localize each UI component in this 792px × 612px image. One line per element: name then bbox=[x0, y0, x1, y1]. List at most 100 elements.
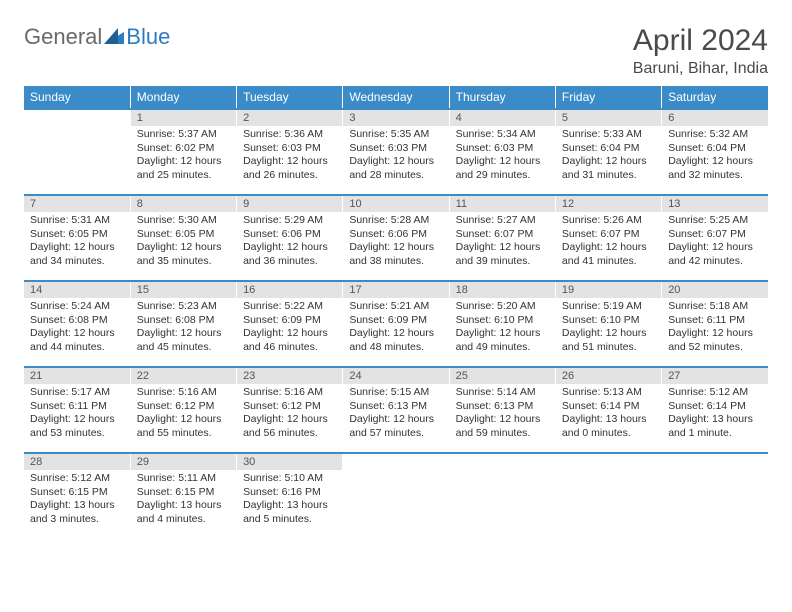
day-number: 5 bbox=[556, 110, 661, 126]
day-sr: Sunrise: 5:20 AM bbox=[456, 300, 549, 314]
day-content: Sunrise: 5:12 AMSunset: 6:14 PMDaylight:… bbox=[662, 384, 768, 445]
day-d2: and 51 minutes. bbox=[562, 341, 655, 355]
day-content: Sunrise: 5:21 AMSunset: 6:09 PMDaylight:… bbox=[343, 298, 448, 359]
day-content: Sunrise: 5:34 AMSunset: 6:03 PMDaylight:… bbox=[450, 126, 555, 187]
calendar-week-row: 21Sunrise: 5:17 AMSunset: 6:11 PMDayligh… bbox=[24, 367, 768, 453]
calendar-week-row: 14Sunrise: 5:24 AMSunset: 6:08 PMDayligh… bbox=[24, 281, 768, 367]
calendar-cell: 19Sunrise: 5:19 AMSunset: 6:10 PMDayligh… bbox=[555, 281, 661, 367]
day-d2: and 44 minutes. bbox=[30, 341, 124, 355]
day-d1: Daylight: 12 hours bbox=[243, 241, 336, 255]
logo-mark-icon bbox=[104, 24, 124, 50]
calendar-cell: 6Sunrise: 5:32 AMSunset: 6:04 PMDaylight… bbox=[662, 109, 768, 195]
day-ss: Sunset: 6:15 PM bbox=[30, 486, 124, 500]
logo-text-general: General bbox=[24, 24, 102, 50]
calendar-cell: 5Sunrise: 5:33 AMSunset: 6:04 PMDaylight… bbox=[555, 109, 661, 195]
calendar-cell: 18Sunrise: 5:20 AMSunset: 6:10 PMDayligh… bbox=[449, 281, 555, 367]
day-ss: Sunset: 6:12 PM bbox=[137, 400, 230, 414]
day-d1: Daylight: 12 hours bbox=[562, 327, 655, 341]
day-d2: and 38 minutes. bbox=[349, 255, 442, 269]
day-d2: and 41 minutes. bbox=[562, 255, 655, 269]
day-sr: Sunrise: 5:29 AM bbox=[243, 214, 336, 228]
calendar-week-row: 7Sunrise: 5:31 AMSunset: 6:05 PMDaylight… bbox=[24, 195, 768, 281]
day-ss: Sunset: 6:03 PM bbox=[456, 142, 549, 156]
calendar-cell: 10Sunrise: 5:28 AMSunset: 6:06 PMDayligh… bbox=[343, 195, 449, 281]
day-number: 4 bbox=[450, 110, 555, 126]
day-content: Sunrise: 5:22 AMSunset: 6:09 PMDaylight:… bbox=[237, 298, 342, 359]
day-d1: Daylight: 12 hours bbox=[456, 413, 549, 427]
day-content: Sunrise: 5:18 AMSunset: 6:11 PMDaylight:… bbox=[662, 298, 768, 359]
day-d1: Daylight: 13 hours bbox=[562, 413, 655, 427]
calendar-cell: 30Sunrise: 5:10 AMSunset: 6:16 PMDayligh… bbox=[237, 453, 343, 539]
day-ss: Sunset: 6:09 PM bbox=[349, 314, 442, 328]
day-number: 7 bbox=[24, 196, 130, 212]
day-d1: Daylight: 12 hours bbox=[349, 241, 442, 255]
calendar-cell: 26Sunrise: 5:13 AMSunset: 6:14 PMDayligh… bbox=[555, 367, 661, 453]
calendar-cell: 11Sunrise: 5:27 AMSunset: 6:07 PMDayligh… bbox=[449, 195, 555, 281]
day-d2: and 4 minutes. bbox=[137, 513, 230, 527]
day-number: 9 bbox=[237, 196, 342, 212]
day-d2: and 42 minutes. bbox=[668, 255, 762, 269]
day-sr: Sunrise: 5:23 AM bbox=[137, 300, 230, 314]
calendar-cell bbox=[24, 109, 130, 195]
day-d2: and 45 minutes. bbox=[137, 341, 230, 355]
logo: General Blue bbox=[24, 24, 170, 50]
day-d2: and 36 minutes. bbox=[243, 255, 336, 269]
day-sr: Sunrise: 5:30 AM bbox=[137, 214, 230, 228]
day-d2: and 1 minute. bbox=[668, 427, 762, 441]
calendar-cell: 1Sunrise: 5:37 AMSunset: 6:02 PMDaylight… bbox=[130, 109, 236, 195]
day-number: 13 bbox=[662, 196, 768, 212]
calendar-cell: 14Sunrise: 5:24 AMSunset: 6:08 PMDayligh… bbox=[24, 281, 130, 367]
weekday-wednesday: Wednesday bbox=[343, 86, 449, 109]
title-block: April 2024 Baruni, Bihar, India bbox=[633, 24, 768, 78]
calendar-cell: 22Sunrise: 5:16 AMSunset: 6:12 PMDayligh… bbox=[130, 367, 236, 453]
day-d1: Daylight: 12 hours bbox=[668, 327, 762, 341]
day-d2: and 46 minutes. bbox=[243, 341, 336, 355]
day-number: 19 bbox=[556, 282, 661, 298]
day-sr: Sunrise: 5:14 AM bbox=[456, 386, 549, 400]
day-ss: Sunset: 6:06 PM bbox=[349, 228, 442, 242]
day-ss: Sunset: 6:07 PM bbox=[668, 228, 762, 242]
day-ss: Sunset: 6:15 PM bbox=[137, 486, 230, 500]
day-d1: Daylight: 12 hours bbox=[30, 241, 124, 255]
calendar-cell bbox=[449, 453, 555, 539]
day-content: Sunrise: 5:19 AMSunset: 6:10 PMDaylight:… bbox=[556, 298, 661, 359]
day-sr: Sunrise: 5:15 AM bbox=[349, 386, 442, 400]
weekday-friday: Friday bbox=[555, 86, 661, 109]
day-content: Sunrise: 5:10 AMSunset: 6:16 PMDaylight:… bbox=[237, 470, 342, 531]
day-number: 30 bbox=[237, 454, 342, 470]
day-d2: and 0 minutes. bbox=[562, 427, 655, 441]
day-d1: Daylight: 12 hours bbox=[456, 241, 549, 255]
day-ss: Sunset: 6:11 PM bbox=[668, 314, 762, 328]
day-ss: Sunset: 6:08 PM bbox=[30, 314, 124, 328]
day-number: 24 bbox=[343, 368, 448, 384]
calendar-cell: 20Sunrise: 5:18 AMSunset: 6:11 PMDayligh… bbox=[662, 281, 768, 367]
day-number: 20 bbox=[662, 282, 768, 298]
day-content: Sunrise: 5:33 AMSunset: 6:04 PMDaylight:… bbox=[556, 126, 661, 187]
day-d2: and 28 minutes. bbox=[349, 169, 442, 183]
day-d1: Daylight: 12 hours bbox=[456, 327, 549, 341]
day-sr: Sunrise: 5:13 AM bbox=[562, 386, 655, 400]
day-content: Sunrise: 5:17 AMSunset: 6:11 PMDaylight:… bbox=[24, 384, 130, 445]
day-d1: Daylight: 13 hours bbox=[243, 499, 336, 513]
day-d1: Daylight: 13 hours bbox=[30, 499, 124, 513]
day-content: Sunrise: 5:13 AMSunset: 6:14 PMDaylight:… bbox=[556, 384, 661, 445]
day-sr: Sunrise: 5:16 AM bbox=[243, 386, 336, 400]
calendar-cell: 12Sunrise: 5:26 AMSunset: 6:07 PMDayligh… bbox=[555, 195, 661, 281]
day-ss: Sunset: 6:11 PM bbox=[30, 400, 124, 414]
day-sr: Sunrise: 5:12 AM bbox=[30, 472, 124, 486]
calendar-table: Sunday Monday Tuesday Wednesday Thursday… bbox=[24, 86, 768, 539]
day-number: 14 bbox=[24, 282, 130, 298]
weekday-saturday: Saturday bbox=[662, 86, 768, 109]
day-content: Sunrise: 5:16 AMSunset: 6:12 PMDaylight:… bbox=[237, 384, 342, 445]
day-content: Sunrise: 5:23 AMSunset: 6:08 PMDaylight:… bbox=[131, 298, 236, 359]
day-ss: Sunset: 6:13 PM bbox=[456, 400, 549, 414]
day-content: Sunrise: 5:11 AMSunset: 6:15 PMDaylight:… bbox=[131, 470, 236, 531]
day-content: Sunrise: 5:12 AMSunset: 6:15 PMDaylight:… bbox=[24, 470, 130, 531]
day-d2: and 56 minutes. bbox=[243, 427, 336, 441]
day-d2: and 49 minutes. bbox=[456, 341, 549, 355]
day-content: Sunrise: 5:29 AMSunset: 6:06 PMDaylight:… bbox=[237, 212, 342, 273]
day-ss: Sunset: 6:09 PM bbox=[243, 314, 336, 328]
day-d1: Daylight: 12 hours bbox=[668, 155, 762, 169]
day-sr: Sunrise: 5:25 AM bbox=[668, 214, 762, 228]
day-number: 22 bbox=[131, 368, 236, 384]
